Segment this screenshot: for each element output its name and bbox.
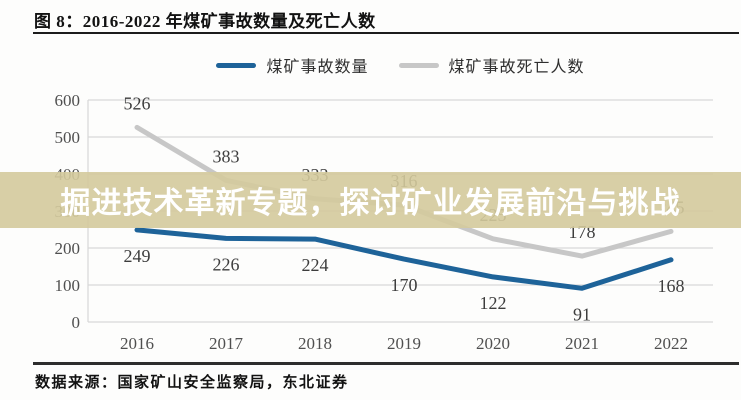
- chart-legend: 煤矿事故数量 煤矿事故死亡人数: [60, 53, 741, 77]
- legend-label-deaths: 煤矿事故死亡人数: [448, 59, 585, 76]
- svg-text:2017: 2017: [209, 334, 244, 353]
- footer-divider: [33, 362, 739, 365]
- svg-text:100: 100: [55, 276, 81, 295]
- svg-text:91: 91: [573, 304, 591, 324]
- svg-text:224: 224: [302, 255, 329, 275]
- svg-text:226: 226: [213, 254, 240, 274]
- svg-text:500: 500: [55, 128, 81, 147]
- legend-swatch-accidents-icon: [216, 62, 257, 68]
- svg-text:200: 200: [55, 239, 81, 258]
- svg-text:168: 168: [658, 276, 685, 296]
- svg-text:600: 600: [55, 91, 81, 110]
- svg-text:0: 0: [72, 313, 81, 332]
- legend-item-accidents: 煤矿事故数量: [216, 53, 368, 77]
- svg-text:249: 249: [124, 246, 151, 266]
- svg-text:170: 170: [391, 275, 418, 295]
- svg-text:2018: 2018: [298, 334, 332, 353]
- svg-text:2021: 2021: [565, 334, 599, 353]
- overlay-banner: 掘进技术革新专题，探讨矿业发展前沿与挑战: [0, 172, 741, 228]
- data-source: 数据来源：国家矿山安全监察局，东北证券: [35, 375, 349, 391]
- legend-item-deaths: 煤矿事故死亡人数: [398, 53, 585, 77]
- svg-text:2019: 2019: [387, 334, 421, 353]
- svg-text:2022: 2022: [654, 334, 688, 353]
- svg-text:2020: 2020: [476, 334, 510, 353]
- svg-text:383: 383: [213, 146, 240, 166]
- svg-text:2016: 2016: [120, 334, 154, 353]
- legend-label-accidents: 煤矿事故数量: [266, 59, 369, 76]
- legend-swatch-deaths-icon: [398, 62, 439, 68]
- svg-text:122: 122: [480, 293, 507, 313]
- title-divider: [33, 32, 739, 34]
- figure-title: 图 8：2016-2022 年煤矿事故数量及死亡人数: [34, 12, 376, 31]
- overlay-banner-text: 掘进技术革新专题，探讨矿业发展前沿与挑战: [60, 187, 681, 220]
- svg-text:526: 526: [124, 93, 151, 113]
